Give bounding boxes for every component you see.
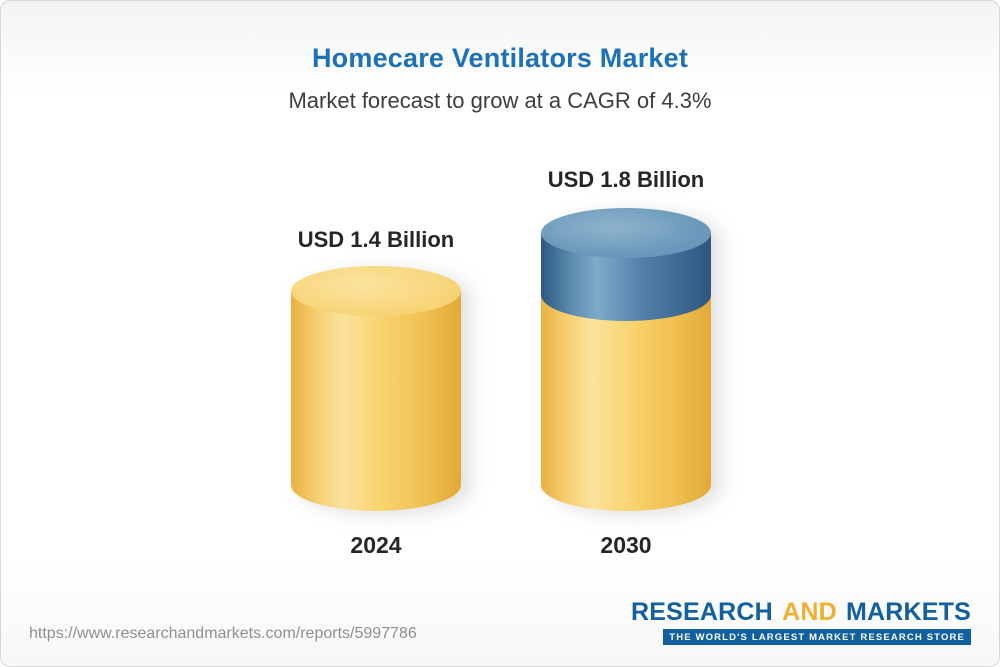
logo-word-research: RESEARCH	[631, 598, 773, 626]
logo-word-markets: MARKETS	[845, 598, 971, 626]
logo-word-and: AND	[782, 598, 837, 626]
chart-subtitle: Market forecast to grow at a CAGR of 4.3…	[288, 88, 712, 113]
bar-2024-top-cap	[291, 266, 461, 316]
value-label-2024: USD 1.4 Billion	[297, 227, 455, 252]
bar-cylinder-2030	[541, 208, 711, 511]
value-label-2030: USD 1.8 Billion	[547, 167, 705, 192]
bar-2030-base-segment	[541, 295, 711, 511]
bar-cylinder-2024	[291, 266, 461, 511]
logo-wordmark: RESEARCH AND MARKETS	[631, 600, 971, 625]
logo-tagline: THE WORLD'S LARGEST MARKET RESEARCH STOR…	[663, 629, 971, 645]
category-label-2030: 2030	[600, 532, 652, 558]
bar-2024-body	[291, 291, 461, 511]
bar-2030-top-cap	[541, 208, 711, 258]
chart-title: Homecare Ventilators Market	[311, 43, 689, 73]
category-label-2024: 2024	[350, 532, 402, 558]
research-and-markets-logo: RESEARCH AND MARKETS THE WORLD'S LARGEST…	[631, 600, 971, 645]
report-url-link[interactable]: https://www.researchandmarkets.com/repor…	[29, 625, 417, 642]
